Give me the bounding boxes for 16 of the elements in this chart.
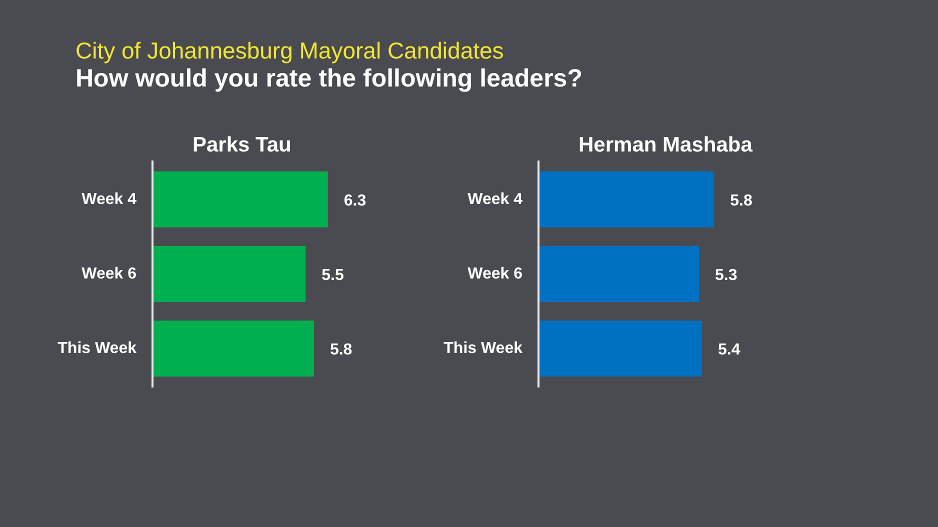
y-tick-label: Week 4: [468, 190, 523, 208]
y-tick-label: This Week: [444, 340, 523, 358]
y-tick-label: Week 6: [468, 266, 523, 282]
data-label: 5.4: [718, 342, 740, 359]
chart-title: Parks Tau: [192, 134, 292, 156]
data-label: 5.5: [322, 267, 344, 284]
text: City of Johannesburg Mayoral Candidates: [76, 38, 504, 64]
chart-title: Herman Mashaba: [578, 134, 753, 156]
y-tick-label: Week 4: [82, 190, 137, 208]
text: How would you rate the following leaders?: [76, 64, 582, 92]
y-tick-label: Week 6: [82, 266, 137, 282]
data-label: 5.8: [330, 342, 352, 359]
data-label: 6.3: [344, 192, 366, 210]
y-tick-label: This Week: [58, 340, 137, 358]
data-label: 5.8: [730, 192, 752, 210]
data-label: 5.3: [714, 267, 738, 284]
